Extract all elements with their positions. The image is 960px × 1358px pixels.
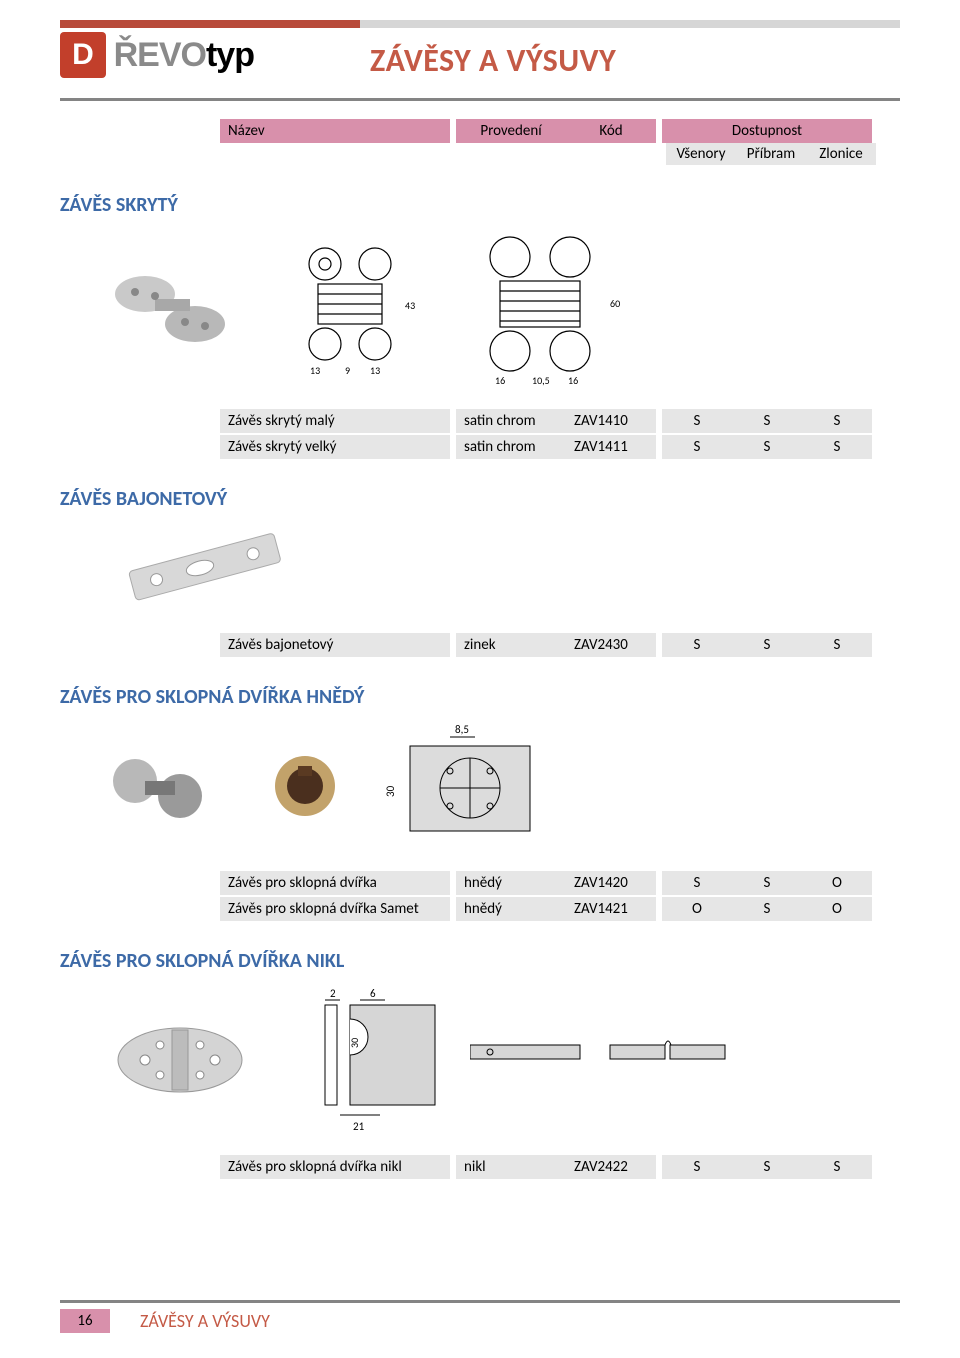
technical-drawing-icon bbox=[470, 1025, 730, 1095]
section-2-images bbox=[60, 523, 900, 613]
page-number: 16 bbox=[60, 1309, 110, 1333]
cell-prov: satin chrom bbox=[456, 435, 566, 459]
product-image-icon bbox=[250, 736, 360, 836]
cell-av: S bbox=[732, 871, 802, 895]
dim-label: 2 bbox=[330, 987, 336, 1000]
technical-drawing-icon: 60 16 10,5 16 bbox=[450, 229, 640, 389]
cell-av: S bbox=[732, 633, 802, 657]
col-kod: Kód bbox=[566, 119, 656, 143]
cell-kod: ZAV1420 bbox=[566, 871, 656, 895]
col-loc2: Příbram bbox=[736, 143, 806, 165]
cell-prov: satin chrom bbox=[456, 409, 566, 433]
product-image-icon bbox=[100, 254, 250, 364]
header: D ŘEVOtyp ZÁVĚSY A VÝSUVY bbox=[60, 32, 900, 88]
column-header: Název Provedení Kód Dostupnost bbox=[60, 119, 900, 143]
cell-av: S bbox=[662, 1155, 732, 1179]
dim-label: 16 bbox=[568, 374, 578, 387]
col-loc3: Zlonice bbox=[806, 143, 876, 165]
footer-rule bbox=[60, 1300, 900, 1303]
table-row: Závěs pro sklopná dvířka Samet hnědý ZAV… bbox=[60, 897, 900, 921]
dim-label: 13 bbox=[370, 364, 380, 377]
section-title: ZÁVĚS SKRYTÝ bbox=[60, 193, 900, 217]
dim-label: 30 bbox=[348, 1038, 361, 1048]
cell-av: S bbox=[802, 633, 872, 657]
section-title: ZÁVĚS PRO SKLOPNÁ DVÍŘKA HNĚDÝ bbox=[60, 685, 900, 709]
cell-kod: ZAV2430 bbox=[566, 633, 656, 657]
technical-drawing-icon: 8,5 30 bbox=[380, 721, 550, 851]
col-loc1: Všenory bbox=[666, 143, 736, 165]
dim-label: 30 bbox=[384, 785, 397, 797]
cell-kod: ZAV1411 bbox=[566, 435, 656, 459]
dim-label: 21 bbox=[353, 1120, 365, 1133]
table-row: Závěs bajonetový zinek ZAV2430 S S S bbox=[60, 633, 900, 657]
section-1-images: 43 13 9 13 60 16 10,5 16 bbox=[60, 229, 900, 389]
cell-prov: zinek bbox=[456, 633, 566, 657]
cell-name: Závěs pro sklopná dvířka Samet bbox=[220, 897, 450, 921]
technical-drawing-icon: 2 6 30 21 bbox=[280, 985, 450, 1135]
cell-prov: hnědý bbox=[456, 897, 566, 921]
col-provedeni: Provedení bbox=[456, 119, 566, 143]
cell-av: S bbox=[732, 897, 802, 921]
dim-label: 13 bbox=[310, 364, 320, 377]
cell-kod: ZAV1410 bbox=[566, 409, 656, 433]
footer-category: ZÁVĚSY A VÝSUVY bbox=[140, 1310, 270, 1332]
cell-kod: ZAV2422 bbox=[566, 1155, 656, 1179]
cell-av: S bbox=[802, 409, 872, 433]
cell-kod: ZAV1421 bbox=[566, 897, 656, 921]
col-dostupnost: Dostupnost bbox=[662, 119, 872, 143]
dim-label: 43 bbox=[405, 299, 415, 312]
dim-label: 16 bbox=[495, 374, 505, 387]
cell-name: Závěs skrytý velký bbox=[220, 435, 450, 459]
table-row: Závěs pro sklopná dvířka hnědý ZAV1420 S… bbox=[60, 871, 900, 895]
section-4-images: 2 6 30 21 bbox=[60, 985, 900, 1135]
product-image-icon bbox=[100, 523, 300, 613]
cell-av: S bbox=[802, 1155, 872, 1179]
footer: 16 ZÁVĚSY A VÝSUVY bbox=[0, 1300, 960, 1333]
page-title: ZÁVĚSY A VÝSUVY bbox=[370, 41, 616, 80]
product-image-icon bbox=[100, 741, 230, 831]
col-nazev: Název bbox=[220, 119, 450, 143]
dim-label: 8,5 bbox=[455, 723, 469, 736]
section-3-images: 8,5 30 bbox=[60, 721, 900, 851]
technical-drawing-icon: 43 13 9 13 bbox=[270, 239, 430, 379]
dim-label: 6 bbox=[370, 987, 376, 1000]
cell-name: Závěs pro sklopná dvířka bbox=[220, 871, 450, 895]
column-subheader: Všenory Příbram Zlonice bbox=[60, 143, 900, 165]
logo: D ŘEVOtyp bbox=[60, 32, 350, 88]
cell-prov: nikl bbox=[456, 1155, 566, 1179]
logo-text-1: ŘEVO bbox=[114, 36, 206, 74]
table-row: Závěs skrytý velký satin chrom ZAV1411 S… bbox=[60, 435, 900, 459]
cell-av: S bbox=[732, 1155, 802, 1179]
top-rule bbox=[60, 20, 900, 28]
logo-text-2: typ bbox=[206, 36, 254, 74]
product-image-icon bbox=[100, 1015, 260, 1105]
cell-av: O bbox=[802, 871, 872, 895]
cell-name: Závěs bajonetový bbox=[220, 633, 450, 657]
cell-name: Závěs skrytý malý bbox=[220, 409, 450, 433]
cell-av: S bbox=[662, 409, 732, 433]
cell-name: Závěs pro sklopná dvířka nikl bbox=[220, 1155, 450, 1179]
cell-prov: hnědý bbox=[456, 871, 566, 895]
table-row: Závěs skrytý malý satin chrom ZAV1410 S … bbox=[60, 409, 900, 433]
cell-av: O bbox=[662, 897, 732, 921]
cell-av: S bbox=[732, 435, 802, 459]
cell-av: S bbox=[732, 409, 802, 433]
cell-av: O bbox=[802, 897, 872, 921]
header-underline bbox=[60, 98, 900, 101]
dim-label: 60 bbox=[610, 297, 620, 310]
cell-av: S bbox=[662, 435, 732, 459]
table-row: Závěs pro sklopná dvířka nikl nikl ZAV24… bbox=[60, 1155, 900, 1179]
logo-badge: D bbox=[60, 32, 106, 78]
cell-av: S bbox=[662, 871, 732, 895]
section-title: ZÁVĚS BAJONETOVÝ bbox=[60, 487, 900, 511]
section-title: ZÁVĚS PRO SKLOPNÁ DVÍŘKA NIKL bbox=[60, 949, 900, 973]
dim-label: 10,5 bbox=[532, 374, 550, 387]
dim-label: 9 bbox=[345, 364, 350, 377]
cell-av: S bbox=[662, 633, 732, 657]
cell-av: S bbox=[802, 435, 872, 459]
